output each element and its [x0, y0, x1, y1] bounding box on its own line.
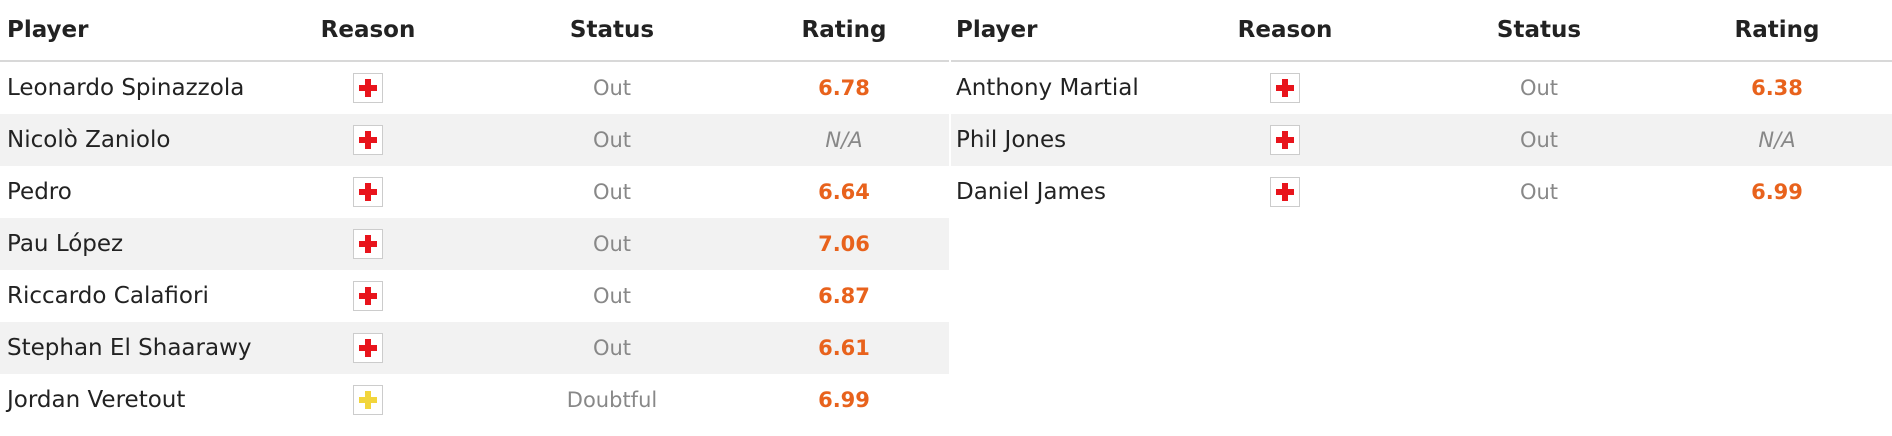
header-cell: Player [7, 17, 89, 43]
player-name: Jordan Veretout [7, 387, 186, 413]
player-name: Daniel James [956, 179, 1107, 205]
player-row: Leonardo Spinazzola Out 6.78 [0, 62, 949, 114]
rating: 6.87 [818, 284, 870, 308]
header-cell: Status [1496, 17, 1582, 43]
reason-cell [268, 374, 468, 426]
reason-icon [353, 229, 383, 259]
cross-icon [359, 339, 377, 357]
reason-cell [268, 322, 468, 374]
status: Out [592, 180, 632, 204]
reason-cell [1185, 114, 1385, 166]
rating: 6.99 [818, 388, 870, 412]
player-row: Nicolò Zaniolo Out N/A [0, 114, 949, 166]
player-row: Anthony Martial Out 6.38 [951, 62, 1892, 114]
rating: N/A [1758, 128, 1796, 152]
player-name: Pau López [7, 231, 124, 257]
cross-icon [359, 79, 377, 97]
player-name: Leonardo Spinazzola [7, 75, 245, 101]
right-table: Player Reason Status Rating Anthony Mart… [951, 0, 1892, 436]
reason-icon [353, 177, 383, 207]
header-cell: Player [956, 17, 1038, 43]
header-cell: Reason [1237, 17, 1333, 43]
rating: 6.64 [818, 180, 870, 204]
status: Out [1519, 128, 1559, 152]
player-name: Nicolò Zaniolo [7, 127, 171, 153]
player-name: Anthony Martial [956, 75, 1139, 101]
status: Out [592, 232, 632, 256]
header-cell: Reason [320, 17, 416, 43]
player-name: Stephan El Shaarawy [7, 335, 252, 361]
cross-icon [1276, 183, 1294, 201]
cross-icon [359, 391, 377, 409]
cross-icon [1276, 131, 1294, 149]
status: Out [1519, 180, 1559, 204]
status: Out [592, 128, 632, 152]
left-table: Player Reason Status Rating Leonardo Spi… [0, 0, 949, 426]
cross-icon [1276, 79, 1294, 97]
reason-cell [268, 62, 468, 114]
reason-icon [353, 333, 383, 363]
reason-cell [268, 166, 468, 218]
player-row: Phil Jones Out N/A [951, 114, 1892, 166]
player-row: Riccardo Calafiori Out 6.87 [0, 270, 949, 322]
cross-icon [359, 287, 377, 305]
reason-cell [1185, 62, 1385, 114]
reason-icon [353, 125, 383, 155]
header-row: Player Reason Status Rating [951, 0, 1892, 62]
header-cell: Rating [1734, 17, 1820, 43]
status: Out [1519, 76, 1559, 100]
header-row: Player Reason Status Rating [0, 0, 949, 62]
status: Out [592, 284, 632, 308]
reason-cell [268, 270, 468, 322]
rating: 6.38 [1751, 76, 1803, 100]
player-name: Pedro [7, 179, 72, 205]
rating: N/A [825, 128, 863, 152]
player-row: Stephan El Shaarawy Out 6.61 [0, 322, 949, 374]
status: Out [592, 76, 632, 100]
reason-icon [353, 281, 383, 311]
reason-cell [268, 114, 468, 166]
player-name: Phil Jones [956, 127, 1067, 153]
player-row: Jordan Veretout Doubtful 6.99 [0, 374, 949, 426]
rating: 6.78 [818, 76, 870, 100]
cross-icon [359, 183, 377, 201]
reason-cell [1185, 166, 1385, 218]
reason-icon [353, 385, 383, 415]
reason-icon [1270, 177, 1300, 207]
reason-cell [268, 218, 468, 270]
rating: 6.61 [818, 336, 870, 360]
cross-icon [359, 235, 377, 253]
rating: 6.99 [1751, 180, 1803, 204]
header-cell: Status [569, 17, 655, 43]
reason-icon [353, 73, 383, 103]
reason-icon [1270, 73, 1300, 103]
rating: 7.06 [818, 232, 870, 256]
player-name: Riccardo Calafiori [7, 283, 209, 309]
player-row: Pedro Out 6.64 [0, 166, 949, 218]
player-row: Daniel James Out 6.99 [951, 166, 1892, 218]
status: Out [592, 336, 632, 360]
header-cell: Rating [801, 17, 887, 43]
reason-icon [1270, 125, 1300, 155]
cross-icon [359, 131, 377, 149]
player-row: Pau López Out 7.06 [0, 218, 949, 270]
status: Doubtful [566, 388, 658, 412]
